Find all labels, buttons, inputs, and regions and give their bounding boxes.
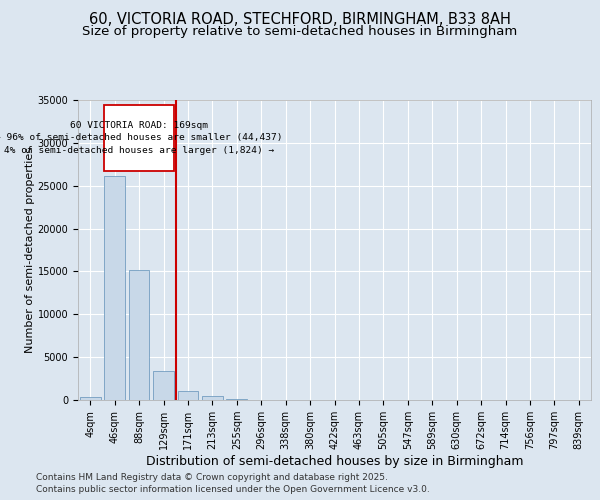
Text: 60 VICTORIA ROAD: 169sqm
← 96% of semi-detached houses are smaller (44,437)
4% o: 60 VICTORIA ROAD: 169sqm ← 96% of semi-d… bbox=[0, 121, 283, 155]
Text: Size of property relative to semi-detached houses in Birmingham: Size of property relative to semi-detach… bbox=[82, 25, 518, 38]
Y-axis label: Number of semi-detached properties: Number of semi-detached properties bbox=[25, 147, 35, 353]
Bar bbox=[226, 399, 247, 400]
Bar bbox=[104, 176, 125, 400]
Bar bbox=[202, 396, 223, 400]
Bar bbox=[153, 371, 174, 400]
Bar bbox=[80, 396, 101, 400]
X-axis label: Distribution of semi-detached houses by size in Birmingham: Distribution of semi-detached houses by … bbox=[146, 455, 523, 468]
FancyBboxPatch shape bbox=[104, 104, 175, 172]
Text: 60, VICTORIA ROAD, STECHFORD, BIRMINGHAM, B33 8AH: 60, VICTORIA ROAD, STECHFORD, BIRMINGHAM… bbox=[89, 12, 511, 28]
Bar bbox=[178, 391, 199, 400]
Text: Contains HM Land Registry data © Crown copyright and database right 2025.: Contains HM Land Registry data © Crown c… bbox=[36, 472, 388, 482]
Bar bbox=[128, 270, 149, 400]
Text: Contains public sector information licensed under the Open Government Licence v3: Contains public sector information licen… bbox=[36, 485, 430, 494]
